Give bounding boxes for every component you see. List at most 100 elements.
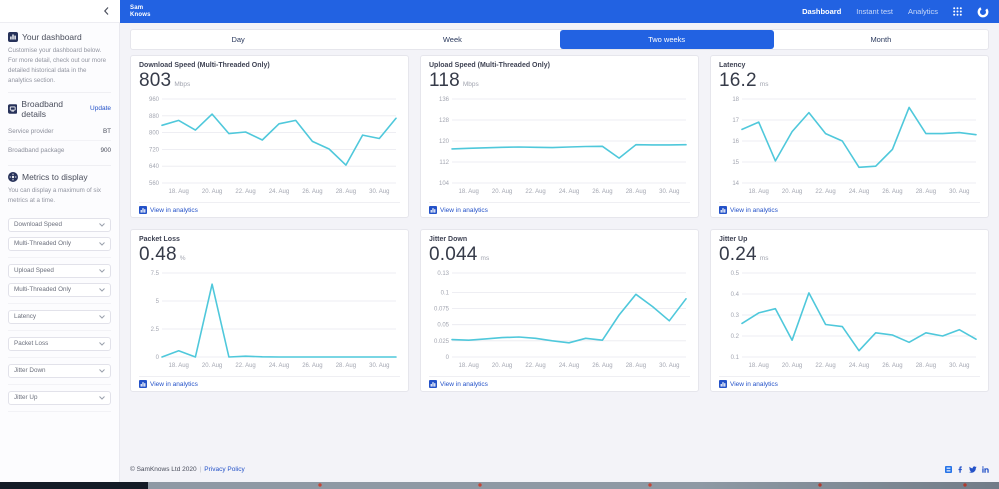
svg-text:22. Aug: 22. Aug	[235, 363, 255, 369]
view-in-analytics-link[interactable]: View in analytics	[719, 202, 980, 217]
svg-text:960: 960	[149, 97, 160, 103]
chevron-down-icon	[99, 341, 105, 346]
samknows-logo[interactable]: Sam Knows	[130, 5, 151, 18]
svg-text:0.13: 0.13	[437, 271, 449, 277]
card-latency: Latency 16.2 ms 14 15 16 17 18 18. Aug 20. Aug…	[710, 55, 989, 218]
view-in-analytics-link[interactable]: View in analytics	[139, 376, 400, 391]
svg-text:18. Aug: 18. Aug	[169, 363, 189, 369]
jitter-up-chart: 0.1 0.2 0.3 0.4 0.5 18. Aug 20. Aug 22. Aug 24. …	[731, 271, 977, 369]
analytics-chart-icon	[429, 206, 437, 214]
svg-text:30. Aug: 30. Aug	[659, 363, 679, 369]
nav-dashboard[interactable]: Dashboard	[802, 7, 842, 16]
metric-select[interactable]: Multi-Threaded Only	[8, 236, 111, 251]
svg-text:640: 640	[149, 164, 160, 170]
tab-week[interactable]: Week	[442, 35, 462, 44]
glassdoor-icon[interactable]	[945, 466, 952, 473]
analytics-chart-icon	[719, 380, 727, 388]
svg-text:800: 800	[149, 131, 160, 137]
nav-instant-test[interactable]: Instant test	[856, 7, 893, 16]
metric-value: 0.48	[139, 244, 177, 265]
view-in-analytics-link[interactable]: View in analytics	[719, 376, 980, 391]
sidebar: Your dashboard Customise your dashboard …	[0, 23, 120, 482]
tab-month[interactable]: Month	[870, 35, 892, 44]
metric-value: 16.2	[719, 70, 757, 91]
service-provider-label: Service provider	[8, 127, 54, 135]
topbar: Sam Knows Dashboard Instant test Analyti…	[0, 0, 999, 23]
metrics-description: You can display a maximum of six metrics…	[8, 186, 101, 204]
metric-unit: ms	[759, 81, 769, 88]
metric-select[interactable]: Latency	[8, 309, 111, 324]
card-title: Upload Speed (Multi-Threaded Only)	[429, 62, 550, 69]
svg-text:26. Aug: 26. Aug	[592, 363, 612, 369]
nav-analytics[interactable]: Analytics	[907, 7, 938, 16]
svg-text:28. Aug: 28. Aug	[916, 189, 936, 195]
svg-text:0.4: 0.4	[731, 292, 740, 298]
svg-text:20. Aug: 20. Aug	[782, 189, 802, 195]
metric-select-value: Multi-Threaded Only	[14, 286, 72, 294]
svg-text:22. Aug: 22. Aug	[525, 363, 545, 369]
svg-text:0: 0	[446, 355, 450, 361]
metric-select[interactable]: Jitter Up	[8, 390, 111, 405]
svg-text:30. Aug: 30. Aug	[369, 189, 389, 195]
card-title: Jitter Up	[719, 236, 748, 243]
card-title: Latency	[719, 62, 746, 69]
tab-day[interactable]: Day	[231, 35, 245, 44]
svg-text:22. Aug: 22. Aug	[815, 189, 835, 195]
svg-text:5: 5	[156, 299, 160, 305]
svg-text:720: 720	[149, 147, 160, 153]
card-title: Download Speed (Multi-Threaded Only)	[139, 62, 270, 69]
svg-text:17: 17	[732, 118, 739, 124]
svg-text:16: 16	[732, 139, 739, 145]
avatar-ring-icon	[977, 6, 989, 17]
card-title: Jitter Down	[429, 236, 468, 243]
svg-text:24. Aug: 24. Aug	[559, 189, 579, 195]
metric-select[interactable]: Upload Speed	[8, 263, 111, 278]
broadband-details-title: Broadband details	[21, 98, 64, 119]
metric-select[interactable]: Jitter Down	[8, 363, 111, 378]
metric-unit: %	[179, 255, 186, 262]
view-in-analytics-link[interactable]: View in analytics	[139, 202, 400, 217]
svg-text:2.5: 2.5	[151, 327, 160, 333]
metric-select-group: Latency	[8, 304, 111, 331]
account-avatar[interactable]	[977, 6, 989, 18]
view-in-analytics-link[interactable]: View in analytics	[429, 376, 690, 391]
svg-text:0: 0	[156, 355, 160, 361]
svg-text:18. Aug: 18. Aug	[169, 189, 189, 195]
view-in-analytics-link[interactable]: View in analytics	[429, 202, 690, 217]
linkedin-icon[interactable]	[982, 466, 989, 473]
svg-text:18. Aug: 18. Aug	[459, 189, 479, 195]
tab-two-weeks[interactable]: Two weeks	[559, 30, 774, 49]
svg-text:0.025: 0.025	[434, 339, 450, 345]
svg-text:26. Aug: 26. Aug	[592, 189, 612, 195]
metric-select-groups: Download Speed Multi-Threaded Only Upload …	[8, 212, 111, 412]
update-link[interactable]: Update	[90, 105, 111, 113]
download-speed-chart: 560 640 720 800 880 960 18. Aug 20. Aug 22. Aug 2…	[149, 97, 397, 195]
svg-text:0.2: 0.2	[731, 334, 740, 340]
privacy-policy-link[interactable]: Privacy Policy	[204, 466, 245, 473]
svg-text:30. Aug: 30. Aug	[949, 189, 969, 195]
twitter-icon[interactable]	[969, 466, 977, 473]
card-download-speed: Download Speed (Multi-Threaded Only) 803…	[130, 55, 409, 218]
metric-select[interactable]: Packet Loss	[8, 336, 111, 351]
svg-text:120: 120	[439, 139, 450, 145]
facebook-icon[interactable]	[957, 466, 964, 473]
svg-text:24. Aug: 24. Aug	[269, 189, 289, 195]
svg-text:0.3: 0.3	[731, 313, 740, 319]
svg-text:30. Aug: 30. Aug	[369, 363, 389, 369]
copyright-text: © SamKnows Ltd 2020	[130, 466, 197, 473]
svg-text:28. Aug: 28. Aug	[336, 189, 356, 195]
svg-text:18. Aug: 18. Aug	[459, 363, 479, 369]
your-dashboard-description: Customise your dashboard below. For more…	[8, 47, 107, 84]
metric-select[interactable]: Multi-Threaded Only	[8, 282, 111, 297]
footer-separator: |	[199, 466, 202, 473]
svg-text:24. Aug: 24. Aug	[849, 189, 869, 195]
svg-text:22. Aug: 22. Aug	[235, 189, 255, 195]
svg-text:28. Aug: 28. Aug	[336, 363, 356, 369]
apps-grid-icon[interactable]	[953, 7, 962, 16]
broadband-package-row: Broadband package 900	[8, 139, 111, 159]
collapse-sidebar-button[interactable]	[104, 7, 109, 15]
svg-text:30. Aug: 30. Aug	[949, 363, 969, 369]
service-provider-row: Service provider BT	[8, 122, 111, 140]
metric-select[interactable]: Download Speed	[8, 217, 111, 232]
